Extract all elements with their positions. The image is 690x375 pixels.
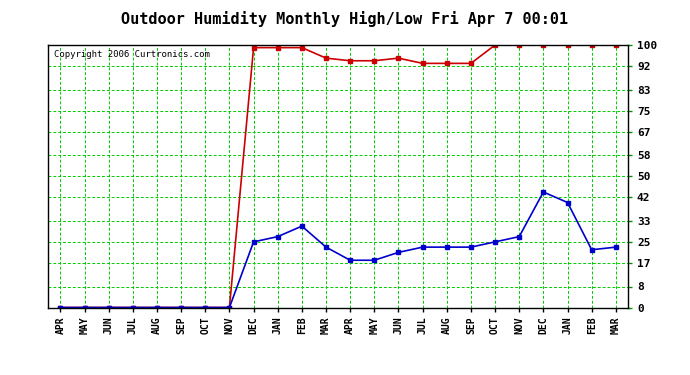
Text: Outdoor Humidity Monthly High/Low Fri Apr 7 00:01: Outdoor Humidity Monthly High/Low Fri Ap…	[121, 11, 569, 27]
Text: Copyright 2006 Curtronics.com: Copyright 2006 Curtronics.com	[54, 50, 210, 59]
